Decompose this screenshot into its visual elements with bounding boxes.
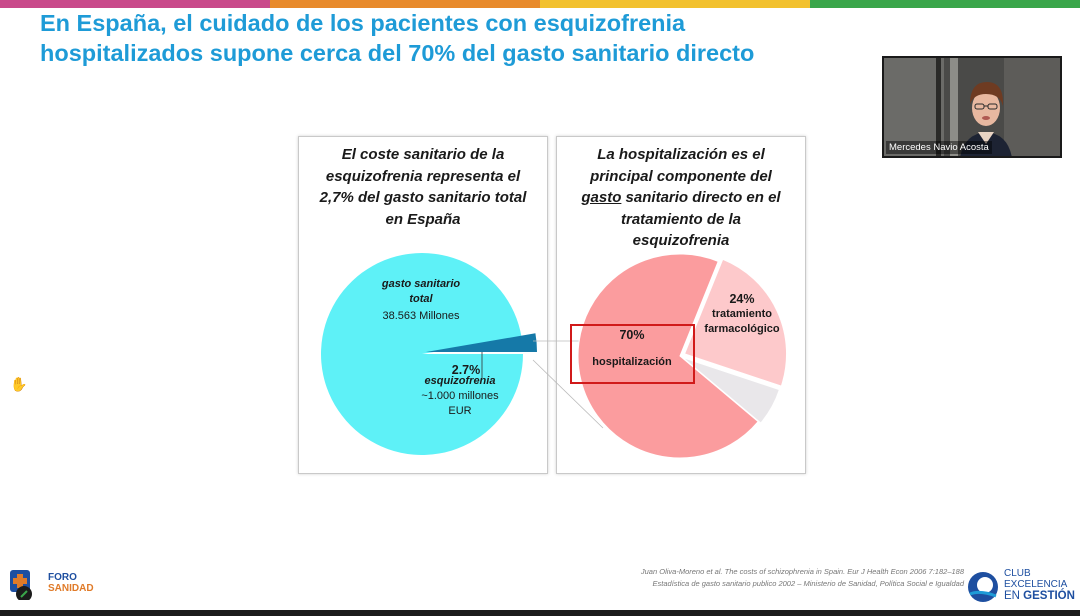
slide-title: En España, el cuidado de los pacientes c… [40, 8, 860, 68]
citation-line1: Juan Oliva-Moreno et al. The costs of sc… [640, 567, 964, 576]
label-esquizofrenia-value2: EUR [448, 405, 472, 417]
citation-line2: Estadística de gasto sanitario publico 2… [652, 579, 964, 588]
label-esquizofrenia-value1: ~1.000 millones [421, 390, 499, 402]
accent-orange [270, 0, 540, 8]
logo-right-line3: EN GESTIÓN [1004, 590, 1075, 603]
pie-slice-esquizofrenia [426, 333, 537, 352]
label-hospitalizacion-percent: 70% [619, 328, 645, 342]
slide-title-line1: En España, el cuidado de los pacientes c… [40, 10, 686, 36]
video-caption: Mercedes Navio Acosta [886, 141, 992, 154]
citation: Juan Oliva-Moreno et al. The costs of sc… [641, 566, 964, 590]
logo-left-line2: SANIDAD [48, 583, 94, 594]
video-background [1004, 58, 1060, 156]
club-excelencia-logo: CLUB EXCELENCIA EN GESTIÓN [966, 566, 1076, 606]
club-excelencia-mark-icon [968, 572, 998, 602]
label-tratamiento-line2: farmacológico [704, 323, 780, 335]
chart-title-right-line: esquizofrenia [632, 232, 730, 249]
label-esquizofrenia-name: esquizofrenia [424, 375, 496, 387]
esquizofrenia-percent: 2.7% [451, 363, 481, 377]
video-background [936, 58, 941, 156]
connector-line-bottom [532, 359, 604, 429]
chart-title-right-line: gasto sanitario directo en el [567, 187, 795, 209]
label-gasto-total-value: 38.563 Millones [382, 310, 460, 322]
chart-title-left: El coste sanitario de la esquizofrenia r… [299, 144, 547, 230]
accent-pink [0, 0, 270, 8]
slide-title-line2: hospitalizados supone cerca del 70% del … [40, 40, 755, 66]
label-tratamiento-line1: tratamiento [712, 308, 772, 320]
bottom-bar [0, 610, 1080, 616]
label-tratamiento: 24% tratamiento farmacológico [694, 292, 790, 337]
chart-title-left-line: 2,7% del gasto sanitario total [319, 189, 527, 206]
pie-slice-gasto-total [321, 252, 523, 455]
label-gasto-total: gasto sanitario total 38.563 Millones [362, 277, 480, 324]
speaker-video[interactable]: Mercedes Navio Acosta [882, 56, 1062, 158]
pie-slice-otros [682, 356, 781, 424]
chart-title-right-line: principal componente del [590, 167, 772, 185]
highlight-box [570, 324, 695, 384]
label-tratamiento-percent: 24% [729, 292, 755, 306]
label-esquizofrenia: esquizofrenia ~1.000 millones EUR [410, 374, 510, 419]
pie-slice-hospitalizacion [577, 253, 759, 459]
top-accent-bar [0, 0, 1080, 8]
accent-yellow [540, 0, 810, 8]
foro-sanidad-badge-icon [10, 570, 32, 600]
pie-slice-tratamiento [683, 258, 788, 387]
video-background [950, 58, 958, 156]
hand-cursor-icon: ✋ [10, 376, 28, 392]
logo-right-line2: EXCELENCIA [1004, 579, 1068, 590]
video-background [884, 58, 944, 156]
speaker-avatar [960, 82, 1012, 156]
chart-title-right-line: La hospitalización es el [597, 146, 765, 163]
logo-left-line1: FORO [48, 572, 77, 583]
chart-title-right-rest: sanitario directo en el [621, 189, 781, 206]
logo-right-prefix: EN [1004, 590, 1024, 602]
chart-title-left-line: en España [385, 210, 461, 228]
label-gasto-total-line1: gasto sanitario [381, 278, 461, 290]
label-hospitalizacion-name: hospitalización [592, 356, 672, 368]
foro-sanidad-logo: FORO SANIDAD [8, 566, 108, 608]
logo-right-line1: CLUB [1004, 568, 1031, 579]
label-esquizofrenia-percent: 2.7% [440, 363, 492, 378]
chart-title-left-line: esquizofrenia representa el [325, 167, 521, 185]
chart-title-left-line: El coste sanitario de la [341, 146, 505, 163]
label-hospitalizacion: 70% hospitalización [572, 328, 692, 370]
pie-charts [321, 252, 788, 459]
chart-title-right-line: tratamiento de la [620, 210, 742, 228]
logo-right-bold: GESTIÓN [1023, 590, 1075, 602]
accent-green [810, 0, 1080, 8]
underlined-word: gasto [581, 189, 622, 206]
label-gasto-total-line2: total [409, 293, 433, 305]
chart-title-right: La hospitalización es el principal compo… [557, 144, 805, 252]
